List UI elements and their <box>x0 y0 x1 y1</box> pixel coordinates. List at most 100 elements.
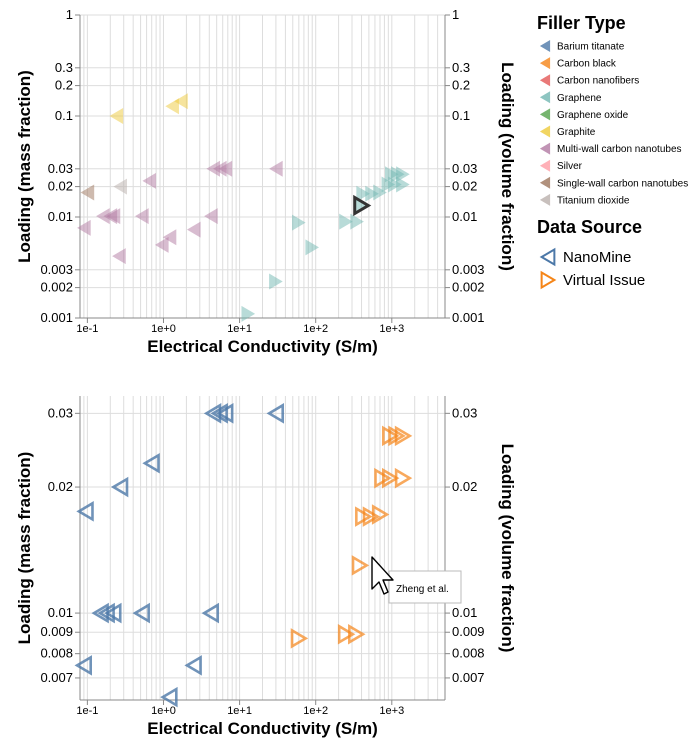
y-tick-label-left: 0.02 <box>48 479 73 494</box>
data-point[interactable] <box>382 467 400 489</box>
data-point[interactable] <box>109 108 124 124</box>
scatter-plot-filler: 0.001 0.001 0.002 0.002 0.003 0.003 0.01 0.01 0.… <box>15 7 517 356</box>
data-point[interactable] <box>305 239 320 256</box>
data-point[interactable] <box>96 208 110 225</box>
y-axis-title-right: Loading (volume fraction) <box>498 444 517 653</box>
data-point[interactable] <box>74 655 92 676</box>
x-tick-label: 1e+1 <box>227 705 252 717</box>
data-point[interactable] <box>113 178 128 195</box>
y-tick-label-right: 0.009 <box>452 624 485 639</box>
data-point[interactable] <box>292 214 306 231</box>
data-point[interactable] <box>160 686 178 708</box>
y-tick-label-right: 0.03 <box>452 161 477 176</box>
x-tick-label: 1e+0 <box>151 705 176 717</box>
data-point[interactable] <box>106 208 121 225</box>
data-point[interactable] <box>142 452 160 474</box>
legend-filler-label: Graphene oxide <box>557 110 629 121</box>
y-tick-label-right: 1 <box>452 7 459 22</box>
data-point[interactable] <box>184 655 202 676</box>
data-point[interactable] <box>396 166 410 183</box>
y-tick-label-right: 0.008 <box>452 646 485 661</box>
legend-source-title: Data Source <box>537 217 642 237</box>
y-tick-label-left: 0.3 <box>55 60 73 75</box>
y-tick-label-right: 0.007 <box>452 670 485 685</box>
data-point[interactable] <box>290 628 309 649</box>
data-point[interactable] <box>165 98 179 115</box>
data-point[interactable] <box>373 184 387 201</box>
data-point[interactable] <box>241 305 256 322</box>
data-point[interactable] <box>362 506 381 527</box>
legend-filler-label: Graphene <box>557 93 602 104</box>
data-point[interactable] <box>354 197 369 214</box>
y-tick-label-left: 0.01 <box>48 209 73 224</box>
data-point[interactable] <box>186 221 201 238</box>
data-point[interactable] <box>104 602 122 624</box>
data-point[interactable] <box>154 236 169 253</box>
x-tick-label: 1e-1 <box>76 323 98 335</box>
legend-source-symbol <box>539 247 556 267</box>
tooltip-box <box>388 570 462 604</box>
y-axis-title-right: Loading (volume fraction) <box>498 62 517 271</box>
data-point[interactable] <box>339 213 353 230</box>
x-axis-title: Electrical Conductivity (S/m) <box>147 719 378 738</box>
y-tick-label-right: 0.2 <box>452 78 470 93</box>
data-point[interactable] <box>218 160 233 177</box>
grid-lines <box>79 14 446 319</box>
data-point[interactable] <box>350 213 364 230</box>
data-point[interactable] <box>135 208 149 225</box>
data-point[interactable] <box>396 176 410 193</box>
legend-source-symbol <box>540 270 557 290</box>
data-point[interactable] <box>394 425 413 447</box>
y-tick-label-left: 0.003 <box>40 262 73 277</box>
data-point[interactable] <box>77 219 91 236</box>
mouse-cursor-icon <box>371 556 394 595</box>
x-tick-label: 1e+1 <box>227 323 252 335</box>
data-point[interactable] <box>266 403 285 424</box>
data-point[interactable] <box>76 501 94 522</box>
legend-filler-symbol <box>539 176 551 189</box>
y-tick-label-left: 0.1 <box>55 108 73 123</box>
data-point[interactable] <box>97 602 115 624</box>
highlighted-point[interactable] <box>353 194 372 217</box>
data-point[interactable] <box>394 467 413 489</box>
data-point[interactable] <box>365 185 379 202</box>
data-point[interactable] <box>80 184 95 201</box>
data-point[interactable] <box>337 623 356 645</box>
data-point[interactable] <box>210 403 228 424</box>
legend-filler-label: Single-wall carbon nanotubes <box>557 178 688 189</box>
data-point[interactable] <box>371 504 390 525</box>
data-point[interactable] <box>348 623 366 645</box>
data-point[interactable] <box>204 208 218 225</box>
x-tick-label: 1e+2 <box>303 705 328 717</box>
y-tick-label-left: 0.008 <box>40 646 73 661</box>
data-point[interactable] <box>356 185 370 202</box>
data-point[interactable] <box>162 229 177 246</box>
y-tick-label-left: 1 <box>66 7 73 22</box>
data-point[interactable] <box>142 172 157 189</box>
y-tick-label-right: 0.001 <box>452 310 485 325</box>
tooltip-text: Zheng et al. <box>396 584 449 595</box>
tooltip: Zheng et al. <box>388 570 462 604</box>
data-point[interactable] <box>132 602 150 624</box>
data-point[interactable] <box>269 160 283 177</box>
y-axis-title-left: Loading (mass fraction) <box>15 452 34 645</box>
data-point[interactable] <box>174 93 188 110</box>
legend-source-label: Virtual Issue <box>563 272 645 289</box>
legend-filler-symbol <box>539 40 551 52</box>
y-tick-label-left: 0.009 <box>40 624 73 639</box>
data-point[interactable] <box>201 602 220 624</box>
data-point[interactable] <box>112 248 126 265</box>
data-point[interactable] <box>269 273 283 290</box>
x-tick-label: 1e+2 <box>303 323 328 335</box>
scatter-plot-source: 0.007 0.007 0.008 0.008 0.009 0.009 0.01 0.01 0.… <box>15 396 517 738</box>
y-tick-label-right: 0.3 <box>452 60 470 75</box>
data-point[interactable] <box>110 476 129 498</box>
data-point[interactable] <box>215 403 234 424</box>
legend-filler-symbol <box>539 159 551 172</box>
y-tick-label-right: 0.01 <box>452 605 477 620</box>
data-point[interactable] <box>351 555 370 576</box>
legend-filler-label: Barium titanate <box>557 42 625 53</box>
y-tick-label-left: 0.02 <box>48 179 73 194</box>
legend-filler-label: Titanium dioxide <box>557 195 630 206</box>
x-tick-label: 1e+3 <box>379 705 404 717</box>
